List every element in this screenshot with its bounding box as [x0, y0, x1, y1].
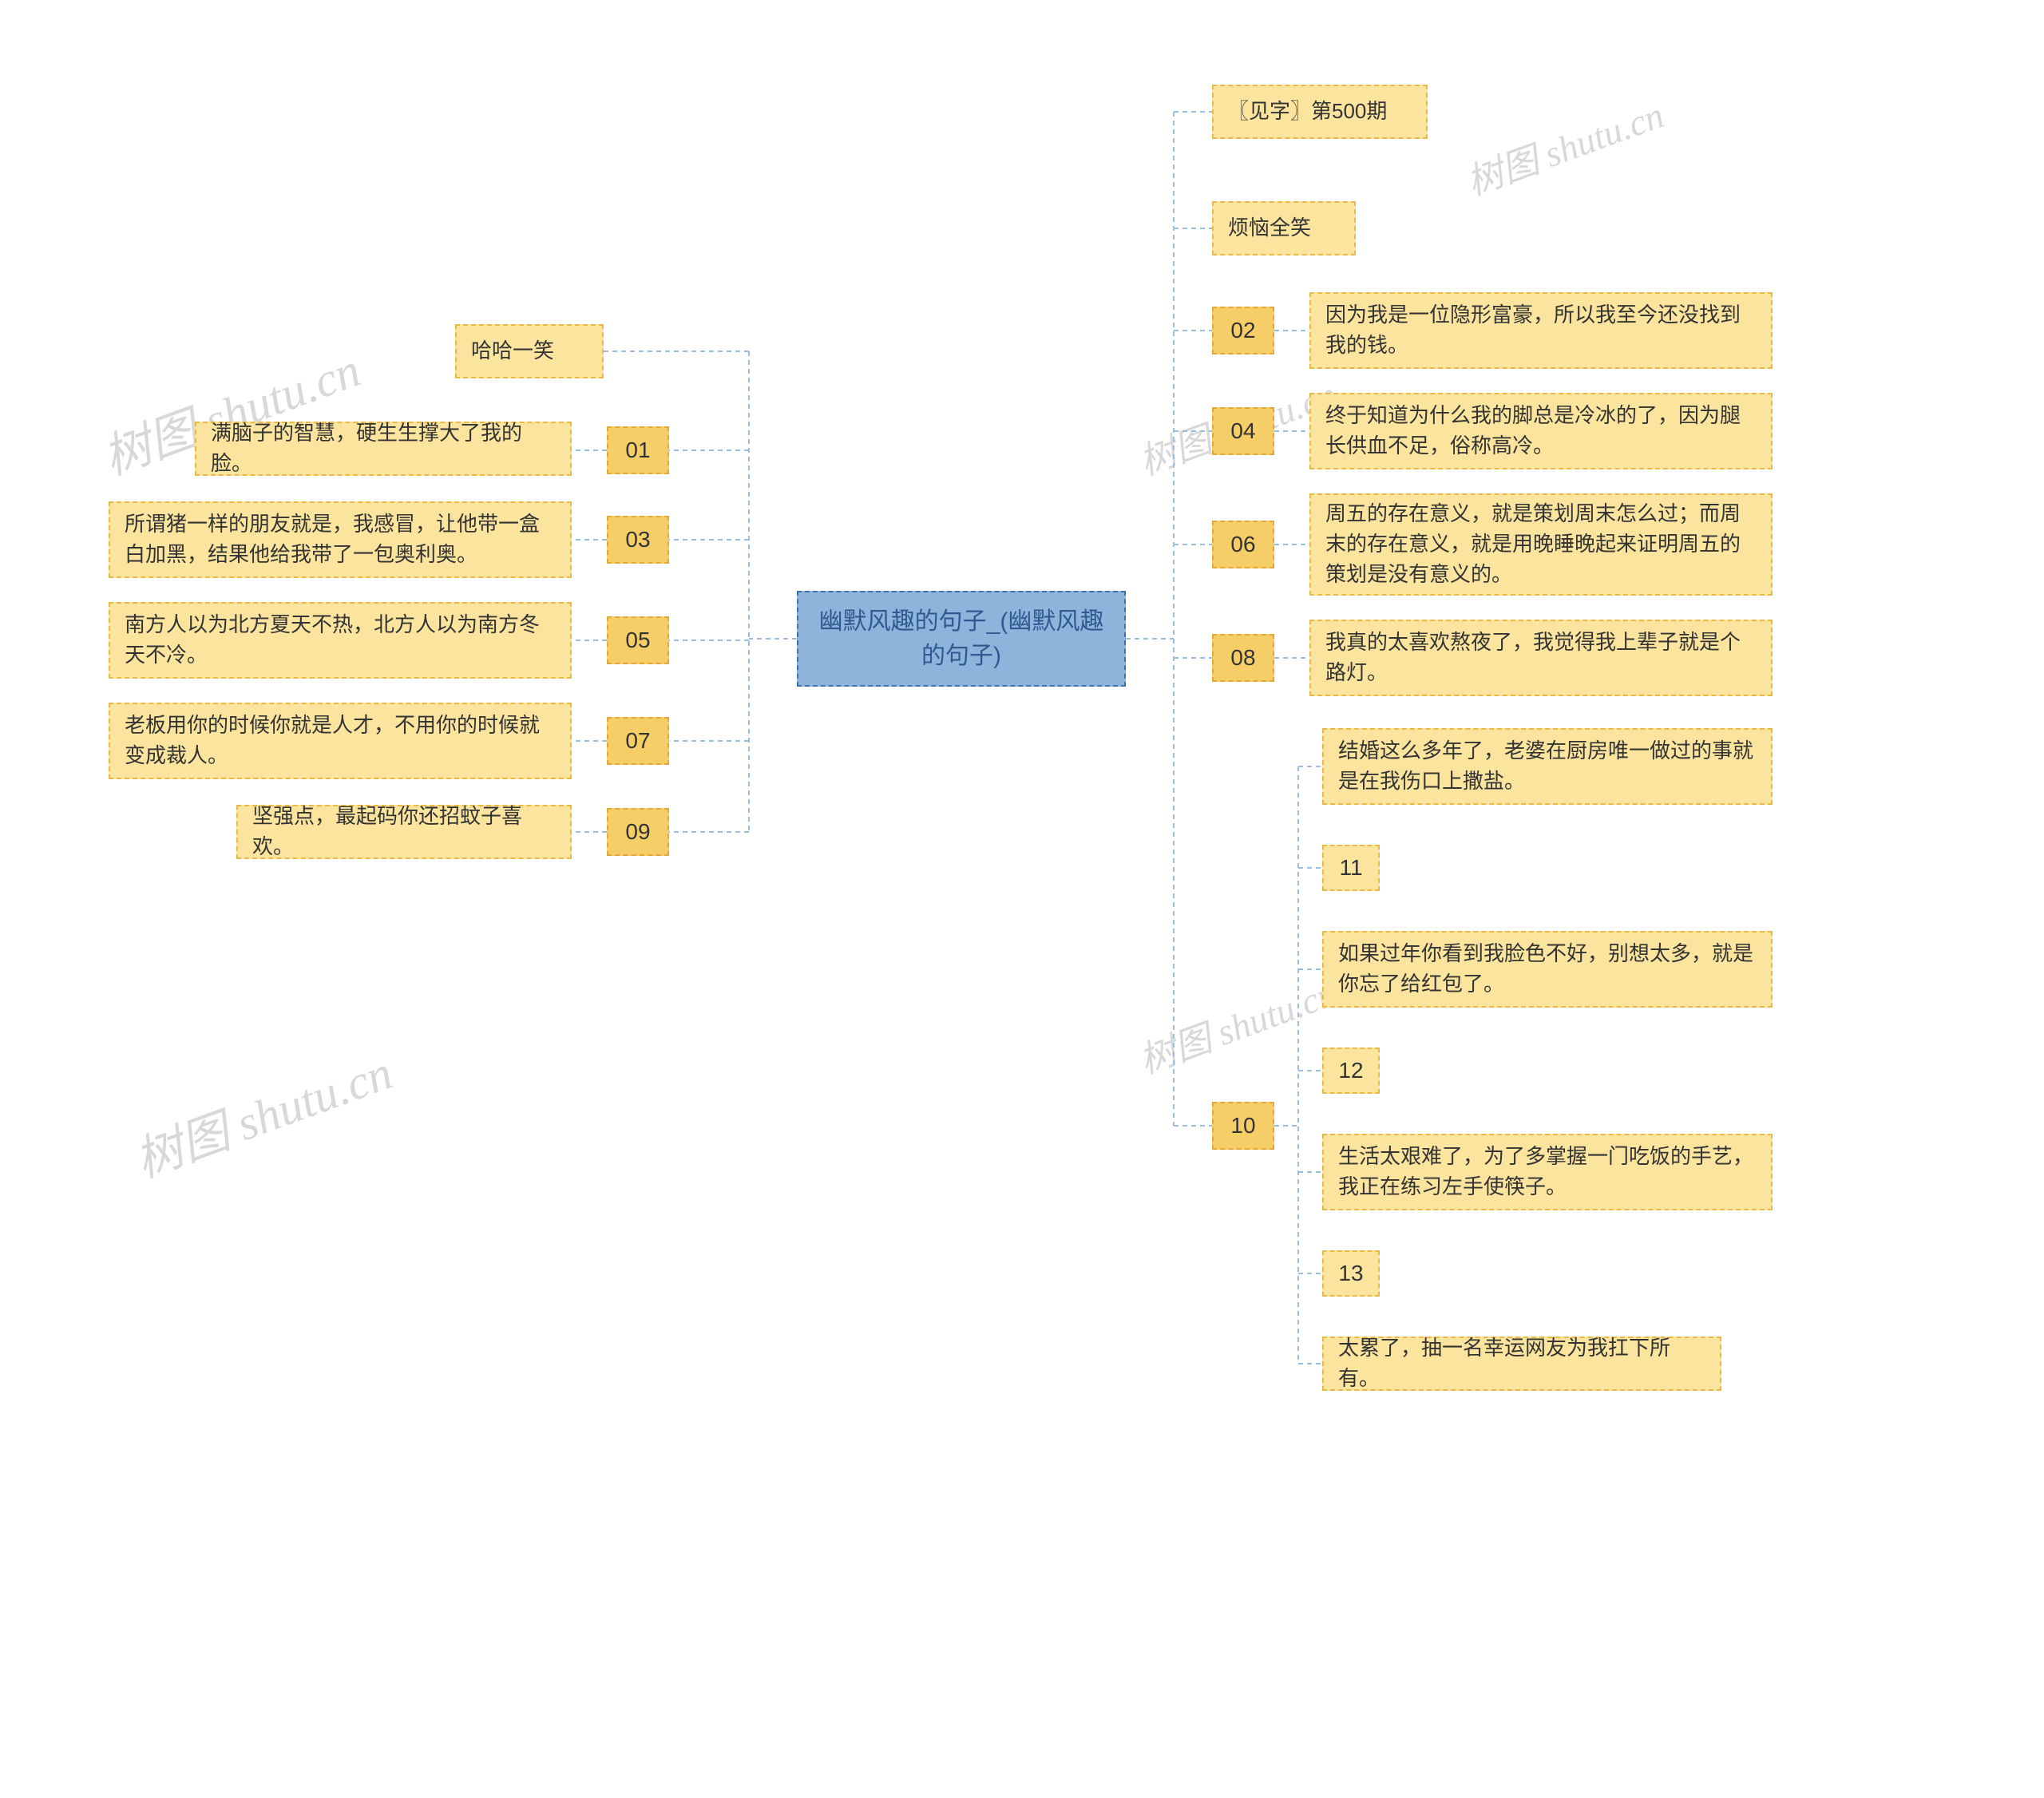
content-node[interactable]: 南方人以为北方夏天不热，北方人以为南方冬天不冷。 [109, 602, 572, 679]
content-node[interactable]: 终于知道为什么我的脚总是冷冰的了，因为腿长供血不足，俗称高冷。 [1309, 393, 1773, 469]
content-node[interactable]: 周五的存在意义，就是策划周末怎么过；而周末的存在意义，就是用晚睡晚起来证明周五的… [1309, 493, 1773, 596]
number-label[interactable]: 01 [607, 426, 669, 474]
content-node[interactable]: 我真的太喜欢熬夜了，我觉得我上辈子就是个路灯。 [1309, 620, 1773, 696]
content-node[interactable]: 太累了，抽一名幸运网友为我扛下所有。 [1322, 1337, 1721, 1391]
mindmap-canvas: 树图 shutu.cn 树图 shutu.cn 树图 shutu.cn 树图 s… [0, 0, 2044, 1798]
watermark: 树图 shutu.cn [1131, 964, 1342, 1084]
content-node[interactable]: 〖见字〗第500期 [1212, 85, 1428, 139]
watermark: 树图 shutu.cn [1458, 86, 1670, 206]
number-label[interactable]: 13 [1322, 1250, 1380, 1297]
number-label[interactable]: 09 [607, 808, 669, 856]
number-label[interactable]: 06 [1212, 521, 1274, 568]
number-label[interactable]: 08 [1212, 634, 1274, 682]
center-text: 幽默风趣的句子_(幽默风趣的句子) [818, 604, 1105, 674]
content-node[interactable]: 满脑子的智慧，硬生生撑大了我的脸。 [195, 422, 572, 476]
number-label[interactable]: 12 [1322, 1048, 1380, 1094]
content-node[interactable]: 所谓猪一样的朋友就是，我感冒，让他带一盒白加黑，结果他给我带了一包奥利奥。 [109, 501, 572, 578]
number-label[interactable]: 03 [607, 516, 669, 564]
number-label[interactable]: 10 [1212, 1102, 1274, 1150]
content-node[interactable]: 烦恼全笑 [1212, 201, 1356, 255]
number-label[interactable]: 04 [1212, 407, 1274, 455]
content-node[interactable]: 生活太艰难了，为了多掌握一门吃饭的手艺，我正在练习左手使筷子。 [1322, 1134, 1773, 1210]
content-node[interactable]: 因为我是一位隐形富豪，所以我至今还没找到我的钱。 [1309, 292, 1773, 369]
number-label[interactable]: 07 [607, 717, 669, 765]
content-node[interactable]: 结婚这么多年了，老婆在厨房唯一做过的事就是在我伤口上撒盐。 [1322, 728, 1773, 805]
watermark: 树图 shutu.cn [124, 1034, 400, 1191]
number-label[interactable]: 11 [1322, 845, 1380, 891]
center-node[interactable]: 幽默风趣的句子_(幽默风趣的句子) [797, 591, 1126, 687]
content-node[interactable]: 坚强点，最起码你还招蚊子喜欢。 [236, 805, 572, 859]
content-node[interactable]: 老板用你的时候你就是人才，不用你的时候就变成裁人。 [109, 703, 572, 779]
connector-lines [0, 0, 2044, 1798]
content-node[interactable]: 如果过年你看到我脸色不好，别想太多，就是你忘了给红包了。 [1322, 931, 1773, 1008]
content-node[interactable]: 哈哈一笑 [455, 324, 604, 378]
number-label[interactable]: 05 [607, 616, 669, 664]
number-label[interactable]: 02 [1212, 307, 1274, 354]
